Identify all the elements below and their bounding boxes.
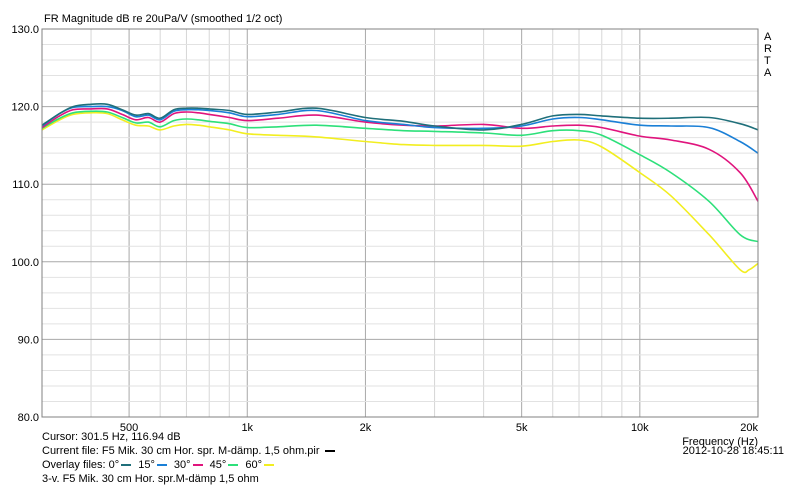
overlay-legend-label: 0° xyxy=(108,459,120,471)
series-line xyxy=(41,110,759,243)
x-tick-label: 5k xyxy=(516,422,528,434)
series-line xyxy=(41,111,759,274)
y-tick-label: 80.0 xyxy=(18,412,39,424)
overlay-legend-item: 60° xyxy=(242,459,278,471)
overlay-legend-label: 45° xyxy=(206,459,227,471)
arta-letter: R xyxy=(764,43,772,55)
cursor-readout: Cursor: 301.5 Hz, 116.94 dB xyxy=(42,431,181,443)
overlay-legend-item: 45° xyxy=(207,459,243,471)
series-line xyxy=(41,102,759,131)
y-tick-label: 100.0 xyxy=(11,257,39,269)
current-file-line: Current file: F5 Mik. 30 cm Hor. spr. M-… xyxy=(42,445,339,457)
overlay-legend-items: 0° 15° 30° 45° 60° xyxy=(109,459,278,471)
y-tick-label: 90.0 xyxy=(18,334,39,346)
grid-lines xyxy=(42,29,758,417)
overlay-files-label: Overlay files: xyxy=(42,459,106,471)
arta-letter: T xyxy=(764,55,771,67)
overlay-legend-swatch xyxy=(263,464,274,467)
timestamp: 2012-10-28 18:45:11 xyxy=(682,445,784,457)
overlay-files-legend: Overlay files: 0° 15° 30° 45° 60° xyxy=(42,459,278,471)
measurement-note: 3-v. F5 Mik. 30 cm Hor. spr.M-dämp 1,5 o… xyxy=(42,473,259,485)
x-tick-label: 1k xyxy=(241,422,253,434)
series-lines xyxy=(41,102,759,274)
arta-letter: A xyxy=(764,67,772,79)
overlay-legend-item: 0° xyxy=(109,459,136,471)
overlay-legend-label: 60° xyxy=(242,459,262,471)
y-tick-label: 130.0 xyxy=(11,24,39,36)
x-axis-label: Frequency (Hz) xyxy=(682,436,758,448)
y-tick-label: 120.0 xyxy=(11,102,39,114)
overlay-legend-label: 15° xyxy=(135,459,155,471)
current-file-swatch xyxy=(324,450,335,453)
y-tick-label: 110.0 xyxy=(12,179,39,191)
overlay-legend-item: 15° xyxy=(135,459,171,471)
series-line xyxy=(41,107,759,202)
x-tick-label: 500 xyxy=(120,422,138,434)
overlay-legend-swatch xyxy=(156,464,167,467)
x-tick-label: 20k xyxy=(740,422,758,434)
x-tick-label: 2k xyxy=(360,422,372,434)
axis-ticks: 80.0 90.0 100.0 110.0 120.0 130.0 500 1k 2k 5k 10k… xyxy=(11,24,758,434)
overlay-legend-swatch xyxy=(121,464,132,467)
x-tick-label: 10k xyxy=(631,422,649,434)
overlay-legend-swatch xyxy=(192,464,203,467)
current-file-text: Current file: F5 Mik. 30 cm Hor. spr. M-… xyxy=(42,445,320,457)
plot-frame xyxy=(41,28,759,418)
overlay-legend-swatch xyxy=(228,464,239,467)
overlay-legend-item: 30° xyxy=(171,459,207,471)
chart-title: FR Magnitude dB re 20uPa/V (smoothed 1/2… xyxy=(44,13,282,25)
arta-letter: A xyxy=(764,31,772,43)
overlay-legend-label: 30° xyxy=(170,459,191,471)
